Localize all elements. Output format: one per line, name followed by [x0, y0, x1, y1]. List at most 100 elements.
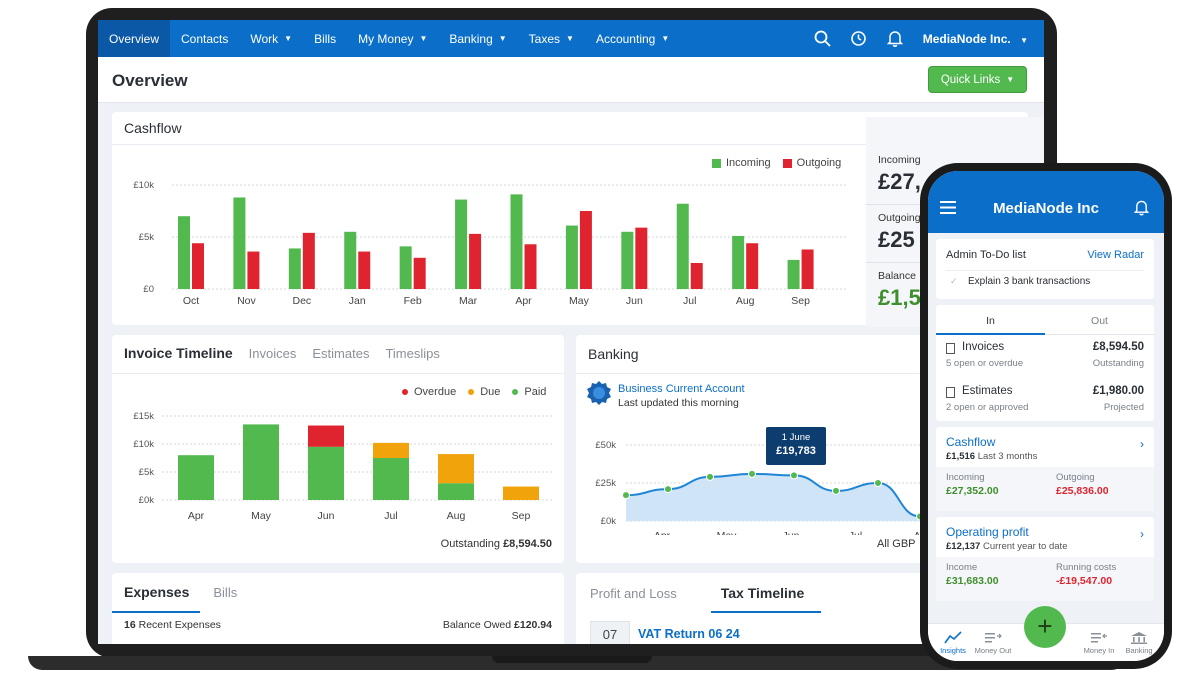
bar-incoming-jan	[344, 231, 357, 289]
data-point	[622, 491, 630, 500]
summary-balance: Balance £1,5	[878, 270, 921, 311]
search-icon[interactable]	[805, 20, 841, 57]
bell-icon[interactable]	[1133, 199, 1150, 221]
invoice-timeline-chart: £0k £5k £10k £15k Apr May Jun Jul Aug Sep	[133, 411, 552, 522]
nav-money-in[interactable]: Money In	[1074, 631, 1124, 655]
legend-dot-due	[468, 389, 475, 395]
phone-incoming-value: £27,352.00	[946, 485, 999, 497]
view-radar-link[interactable]: View Radar	[1087, 249, 1144, 261]
bar-paid-jul	[373, 458, 409, 500]
vat-return-link[interactable]: VAT Return 06 24	[638, 627, 740, 641]
quick-links-button[interactable]: Quick Links ▼	[928, 66, 1027, 93]
chevron-down-icon: ▼	[1006, 75, 1015, 84]
tab-out[interactable]: Out	[1091, 315, 1108, 327]
nav-item-my-money[interactable]: My Money ▼	[347, 20, 438, 57]
legend-label-incoming: Incoming	[726, 157, 771, 169]
invoices-row[interactable]: Invoices 5 open or overdue £8,594.50 Out…	[936, 341, 1154, 379]
nav-item-work[interactable]: Work ▼	[239, 20, 303, 57]
tab-timeslips[interactable]: Timeslips	[385, 346, 440, 361]
bar-incoming-jun	[621, 231, 634, 289]
x-tick-label: Mar	[459, 295, 478, 307]
nav-right-tools: MediaNode Inc. ▼	[805, 20, 1044, 57]
tax-date-badge: 07	[590, 621, 630, 644]
tooltip-value: £19,783	[776, 445, 816, 457]
phone-cashflow-amount: £1,516 Last 3 months	[946, 451, 1037, 462]
invoice-timeline-card: Invoice Timeline Invoices Estimates Time…	[112, 335, 564, 563]
phone-profit-card[interactable]: Operating profit £12,137 Current year to…	[936, 517, 1154, 601]
cashflow-split: Incoming £27,352.00 Outgoing £25,836.00	[936, 467, 1154, 511]
tab-bills[interactable]: Bills	[213, 585, 238, 600]
x-tick-label: Jul	[683, 295, 696, 307]
active-tab-indicator	[112, 611, 200, 613]
data-point	[748, 469, 756, 478]
nav-item-banking[interactable]: Banking ▼	[438, 20, 517, 57]
legend-dot-overdue	[402, 389, 408, 395]
summary-incoming-value: £27,	[878, 169, 921, 194]
y-tick-label: £0k	[139, 495, 155, 506]
bar-outgoing-feb	[413, 257, 426, 289]
tooltip-date: 1 June	[781, 432, 811, 443]
y-tick-label: £0	[143, 284, 154, 295]
bar-outgoing-nov	[247, 251, 260, 289]
nav-money-out[interactable]: Money Out	[968, 631, 1018, 655]
summary-incoming: Incoming £27,	[878, 154, 921, 195]
bank-icon	[1131, 632, 1147, 644]
bank-account-updated: Last updated this morning	[618, 397, 739, 409]
divider	[112, 144, 866, 145]
y-tick-label: £10k	[133, 180, 154, 191]
page-title: Overview	[112, 71, 188, 90]
tab-in[interactable]: In	[986, 315, 995, 327]
tab-profit-and-loss[interactable]: Profit and Loss	[590, 586, 677, 601]
bar-outgoing-jan	[358, 251, 371, 289]
tab-estimates[interactable]: Estimates	[312, 346, 370, 361]
nav-item-overview[interactable]: Overview	[98, 20, 171, 57]
nav-item-contacts[interactable]: Contacts	[170, 20, 239, 57]
nav-item-label: Work	[250, 31, 279, 46]
x-tick-label: Apr	[515, 295, 532, 307]
insights-icon	[944, 631, 962, 644]
nav-item-label: Accounting	[595, 31, 656, 46]
nav-insights[interactable]: Insights	[928, 631, 978, 655]
bar-outgoing-jun	[635, 227, 648, 289]
x-tick-label: Jun	[318, 510, 335, 522]
x-tick-label: May	[569, 295, 590, 307]
cashflow-title: Cashflow	[124, 120, 182, 136]
x-tick-label: Apr	[188, 510, 205, 522]
timer-icon[interactable]	[841, 20, 877, 57]
nav-banking[interactable]: Banking	[1114, 631, 1164, 655]
profit-amount: £12,137	[946, 541, 981, 552]
tab-tax-timeline[interactable]: Tax Timeline	[720, 585, 805, 601]
nav-item-taxes[interactable]: Taxes ▼	[518, 20, 585, 57]
summary-outgoing: Outgoing £25	[878, 212, 921, 253]
tab-invoices[interactable]: Invoices	[248, 346, 297, 361]
tab-invoice-timeline[interactable]: Invoice Timeline	[124, 345, 233, 361]
tab-expenses[interactable]: Expenses	[124, 584, 190, 600]
nav-item-bills[interactable]: Bills	[303, 20, 347, 57]
menu-icon[interactable]	[940, 201, 956, 219]
bank-account-link[interactable]: Business Current Account	[618, 383, 745, 395]
bar-paid-apr	[178, 455, 214, 500]
bank-badge-icon	[586, 380, 612, 411]
bar-due-aug	[438, 454, 474, 484]
todo-item-label: Explain 3 bank transactions	[968, 276, 1091, 287]
estimates-row[interactable]: Estimates 2 open or approved £1,980.00 P…	[936, 385, 1154, 421]
bar-incoming-nov	[233, 197, 246, 289]
x-tick-label: Apr	[654, 530, 671, 535]
nav-item-accounting[interactable]: Accounting ▼	[585, 20, 680, 57]
laptop-notch	[492, 656, 652, 663]
invoices-value: £8,594.50	[1092, 341, 1144, 353]
nav-money-in-label: Money In	[1083, 646, 1115, 655]
x-tick-label: May	[717, 530, 738, 535]
nav-menu: Overview Contacts Work ▼ Bills My Money ▼ Banki…	[98, 20, 680, 57]
plus-icon[interactable]: +	[1024, 606, 1066, 648]
estimates-label: Estimates	[962, 385, 1013, 397]
area-fill	[626, 460, 962, 521]
nav-money-out-label: Money Out	[974, 646, 1012, 655]
todo-item[interactable]: ✓ Explain 3 bank transactions	[946, 270, 1144, 292]
phone-cashflow-card[interactable]: Cashflow £1,516 Last 3 months › Incoming…	[936, 427, 1154, 511]
x-tick-label: Oct	[183, 295, 199, 307]
org-switcher[interactable]: MediaNode Inc. ▼	[913, 32, 1044, 46]
bell-icon[interactable]	[877, 20, 913, 57]
todo-title: Admin To-Do list	[946, 249, 1026, 261]
x-tick-label: Sep	[512, 510, 531, 522]
